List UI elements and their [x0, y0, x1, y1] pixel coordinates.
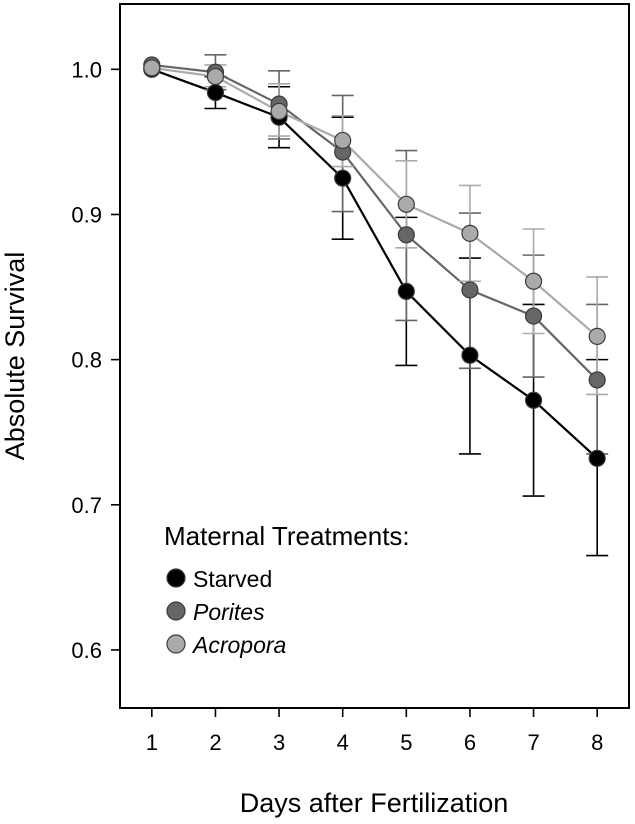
series-layer [143, 54, 609, 557]
x-tick-label: 1 [146, 730, 158, 755]
y-axis-ticks: 0.6 0.7 0.8 0.9 1.0 [71, 57, 120, 663]
y-tick-label: 1.0 [71, 57, 102, 82]
data-point [206, 83, 225, 102]
y-tick-label: 0.6 [71, 638, 102, 663]
series-line [151, 66, 598, 338]
y-tick-label: 0.7 [71, 493, 102, 518]
x-tick-label: 6 [464, 730, 476, 755]
x-axis-title: Days after Fertilization [240, 788, 509, 818]
x-tick-label: 2 [209, 730, 221, 755]
data-point [588, 371, 606, 389]
data-point [397, 195, 415, 213]
series-porites [151, 54, 609, 455]
x-tick-label: 8 [591, 730, 603, 755]
markers-porites [143, 56, 606, 389]
legend-marker [166, 634, 186, 654]
legend-title: Maternal Treatments: [164, 521, 410, 551]
data-point [524, 307, 543, 325]
legend-label: Porites [193, 599, 265, 625]
data-point [143, 59, 161, 77]
data-point [588, 449, 606, 467]
data-point [588, 327, 606, 346]
markers-acropora [143, 59, 606, 346]
plot-frame [119, 3, 630, 709]
series-line [151, 68, 598, 460]
markers-starved [143, 60, 606, 467]
y-tick-label: 0.8 [71, 348, 102, 373]
data-point [334, 169, 352, 187]
data-point [461, 346, 479, 364]
series-acropora [151, 64, 609, 396]
x-tick-label: 5 [400, 730, 412, 755]
x-tick-label: 7 [527, 730, 539, 755]
legend-label: Starved [193, 566, 272, 592]
data-point [397, 226, 415, 244]
data-point [397, 282, 415, 301]
series-line [151, 63, 598, 381]
legend-marker [166, 601, 186, 621]
data-point [206, 67, 225, 86]
data-point [461, 224, 479, 242]
data-point [334, 131, 352, 150]
y-axis-title: Absolute Survival [0, 252, 30, 461]
x-tick-label: 3 [273, 730, 285, 755]
data-point [524, 272, 543, 290]
data-point [270, 102, 288, 121]
x-axis-ticks: 1 2 3 4 5 6 7 8 [146, 708, 603, 755]
data-point [524, 391, 543, 409]
legend: Maternal Treatments: Starved Porites Acrop… [164, 521, 410, 658]
x-tick-label: 4 [337, 730, 349, 755]
data-point [461, 281, 479, 299]
y-tick-label: 0.9 [71, 202, 102, 227]
legend-label: Acropora [191, 632, 286, 658]
legend-marker [166, 568, 186, 588]
